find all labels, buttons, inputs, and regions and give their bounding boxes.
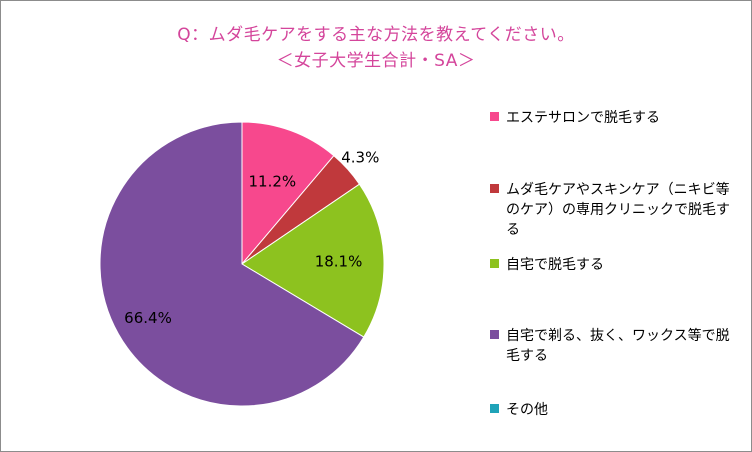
legend-swatch xyxy=(490,112,499,121)
legend-swatch xyxy=(490,330,499,339)
legend-label: ムダ毛ケアやスキンケア（ニキビ等のケア）の専用クリニックで脱毛する xyxy=(506,182,730,238)
legend-item-salon: エステサロンで脱毛する xyxy=(490,108,730,128)
legend-item-home-removal: 自宅で脱毛する xyxy=(490,255,730,275)
data-label: 66.4% xyxy=(124,309,172,327)
data-label: 11.2% xyxy=(249,172,297,190)
legend-swatch xyxy=(490,404,499,413)
pie-labels: 11.2% 4.3% 18.1% 66.4% xyxy=(124,149,379,327)
legend-label: 自宅で剃る、抜く、ワックス等で脱毛する xyxy=(506,328,730,364)
slice-salon xyxy=(241,121,335,266)
chart-subtitle: ＜女子大学生合計・SA＞ xyxy=(276,51,476,71)
legend-label: その他 xyxy=(506,402,548,418)
data-label: 18.1% xyxy=(315,252,363,270)
chart-title: Q：ムダ毛ケアをする主な方法を教えてください。 xyxy=(177,25,575,45)
legend-label: エステサロンで脱毛する xyxy=(506,110,660,126)
legend-item-shave: 自宅で剃る、抜く、ワックス等で脱毛する xyxy=(490,326,730,366)
legend-item-other: その他 xyxy=(490,400,730,420)
legend-item-clinic: ムダ毛ケアやスキンケア（ニキビ等のケア）の専用クリニックで脱毛する xyxy=(490,180,730,240)
slice-shave xyxy=(99,121,365,407)
pie-slices xyxy=(99,121,385,407)
data-label: 4.3% xyxy=(341,149,379,167)
legend-label: 自宅で脱毛する xyxy=(506,257,604,273)
legend-swatch xyxy=(490,259,499,268)
slice-home-removal xyxy=(241,183,385,338)
legend-swatch xyxy=(490,184,499,193)
